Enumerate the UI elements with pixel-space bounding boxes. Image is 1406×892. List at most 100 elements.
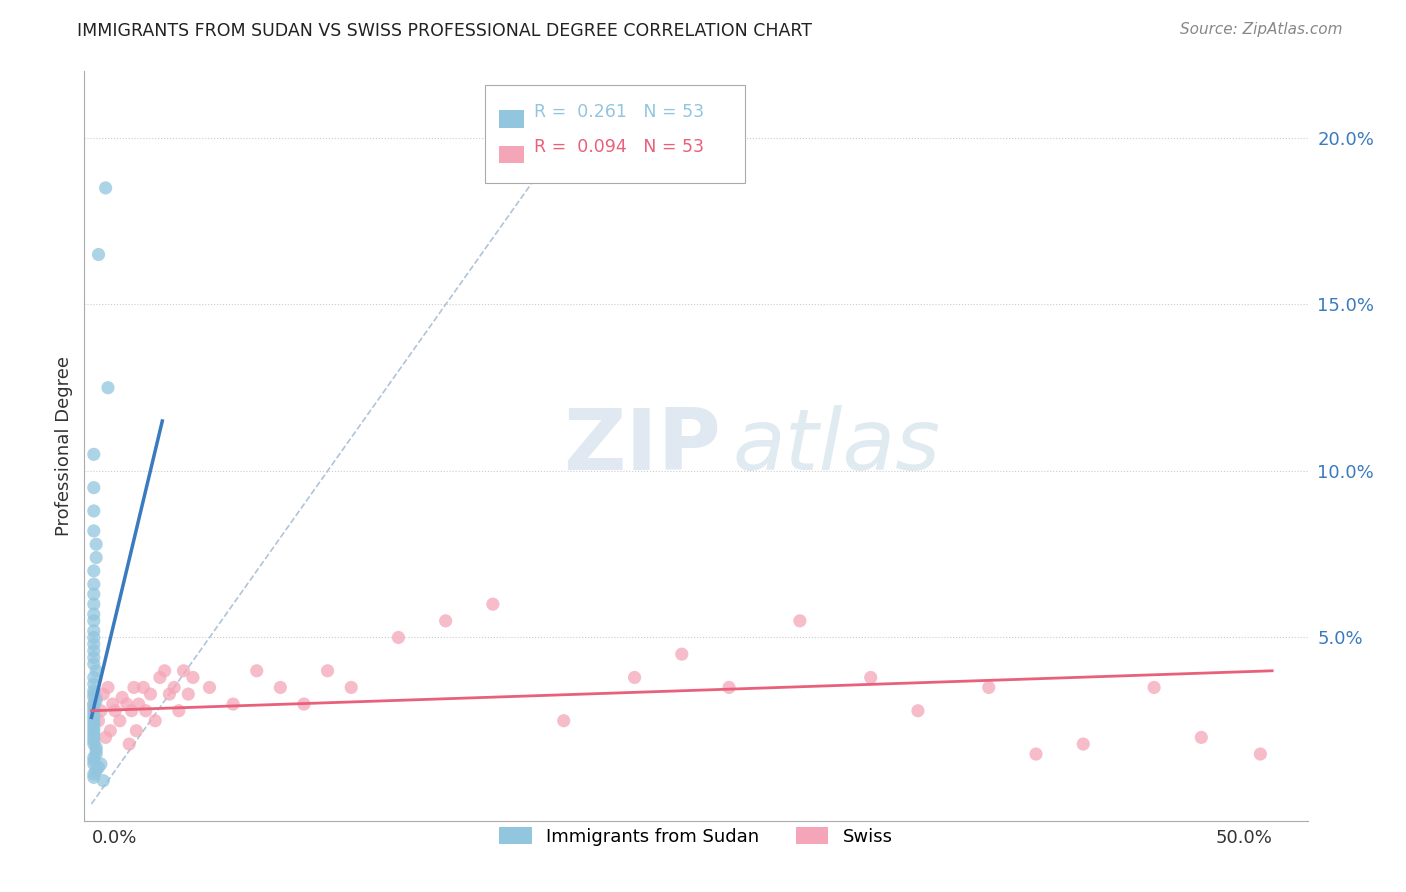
Point: [91, 773, 114, 788]
Point: [83, 720, 105, 734]
Point: [83, 750, 105, 764]
Point: [94, 731, 117, 745]
Point: [977, 681, 1000, 695]
Point: [122, 681, 145, 695]
Point: [340, 681, 363, 695]
Point: [118, 737, 141, 751]
Point: [84, 664, 107, 678]
Point: [83, 614, 105, 628]
Point: [83, 650, 105, 665]
Point: [84, 694, 107, 708]
Point: [1025, 747, 1047, 761]
Text: R =  0.094   N = 53: R = 0.094 N = 53: [534, 138, 704, 156]
Point: [157, 687, 180, 701]
Point: [718, 681, 741, 695]
Point: [84, 550, 107, 565]
Point: [198, 681, 221, 695]
Point: [173, 664, 195, 678]
Point: [553, 714, 575, 728]
Point: [83, 700, 105, 714]
Point: [115, 697, 138, 711]
Point: [83, 644, 105, 658]
Text: 0.0%: 0.0%: [91, 829, 136, 847]
Point: [101, 697, 124, 711]
Point: [83, 504, 105, 518]
Point: [1249, 747, 1271, 761]
Point: [316, 664, 339, 678]
Text: atlas: atlas: [733, 404, 941, 488]
Point: [108, 714, 131, 728]
Point: [125, 723, 148, 738]
Point: [163, 681, 186, 695]
Point: [83, 524, 105, 538]
Point: [91, 687, 114, 701]
Point: [83, 677, 105, 691]
Point: [222, 697, 245, 711]
Point: [84, 537, 107, 551]
Point: [1143, 681, 1166, 695]
Point: [83, 770, 105, 784]
Point: [434, 614, 457, 628]
Point: [83, 683, 105, 698]
Point: [83, 697, 105, 711]
Text: R =  0.261   N = 53: R = 0.261 N = 53: [534, 103, 704, 120]
Point: [83, 597, 105, 611]
Point: [83, 670, 105, 684]
Point: [104, 704, 127, 718]
Point: [671, 647, 693, 661]
Point: [97, 681, 120, 695]
Point: [789, 614, 811, 628]
Point: [83, 737, 105, 751]
Point: [143, 714, 166, 728]
Point: [90, 757, 112, 772]
Point: [111, 690, 134, 705]
Point: [83, 707, 105, 722]
Legend: Immigrants from Sudan, Swiss: Immigrants from Sudan, Swiss: [492, 820, 900, 853]
Point: [83, 757, 105, 772]
Text: ZIP: ZIP: [562, 404, 720, 488]
Point: [246, 664, 269, 678]
Text: IMMIGRANTS FROM SUDAN VS SWISS PROFESSIONAL DEGREE CORRELATION CHART: IMMIGRANTS FROM SUDAN VS SWISS PROFESSIO…: [77, 22, 813, 40]
Point: [87, 760, 110, 774]
Point: [139, 687, 162, 701]
Text: Source: ZipAtlas.com: Source: ZipAtlas.com: [1180, 22, 1343, 37]
Point: [83, 687, 105, 701]
Point: [83, 717, 105, 731]
Point: [83, 710, 105, 724]
Point: [177, 687, 200, 701]
Point: [83, 704, 105, 718]
Point: [84, 690, 107, 705]
Point: [83, 731, 105, 745]
Point: [84, 744, 107, 758]
Point: [83, 637, 105, 651]
Point: [167, 704, 190, 718]
Point: [83, 481, 105, 495]
Point: [84, 740, 107, 755]
Point: [292, 697, 315, 711]
Text: 50.0%: 50.0%: [1215, 829, 1272, 847]
Point: [623, 670, 645, 684]
Point: [387, 631, 409, 645]
Point: [83, 631, 105, 645]
Y-axis label: Professional Degree: Professional Degree: [55, 356, 73, 536]
Point: [83, 587, 105, 601]
Point: [83, 657, 105, 672]
Point: [135, 704, 157, 718]
Point: [87, 714, 110, 728]
Point: [83, 447, 105, 461]
Point: [87, 247, 110, 261]
Point: [98, 723, 121, 738]
Point: [90, 704, 112, 718]
Point: [83, 733, 105, 747]
Point: [84, 764, 107, 778]
Point: [121, 704, 143, 718]
Point: [83, 624, 105, 638]
Point: [83, 714, 105, 728]
Point: [83, 727, 105, 741]
Point: [181, 670, 204, 684]
Point: [83, 767, 105, 781]
Point: [132, 681, 155, 695]
Point: [97, 381, 120, 395]
Point: [1189, 731, 1212, 745]
Point: [83, 690, 105, 705]
